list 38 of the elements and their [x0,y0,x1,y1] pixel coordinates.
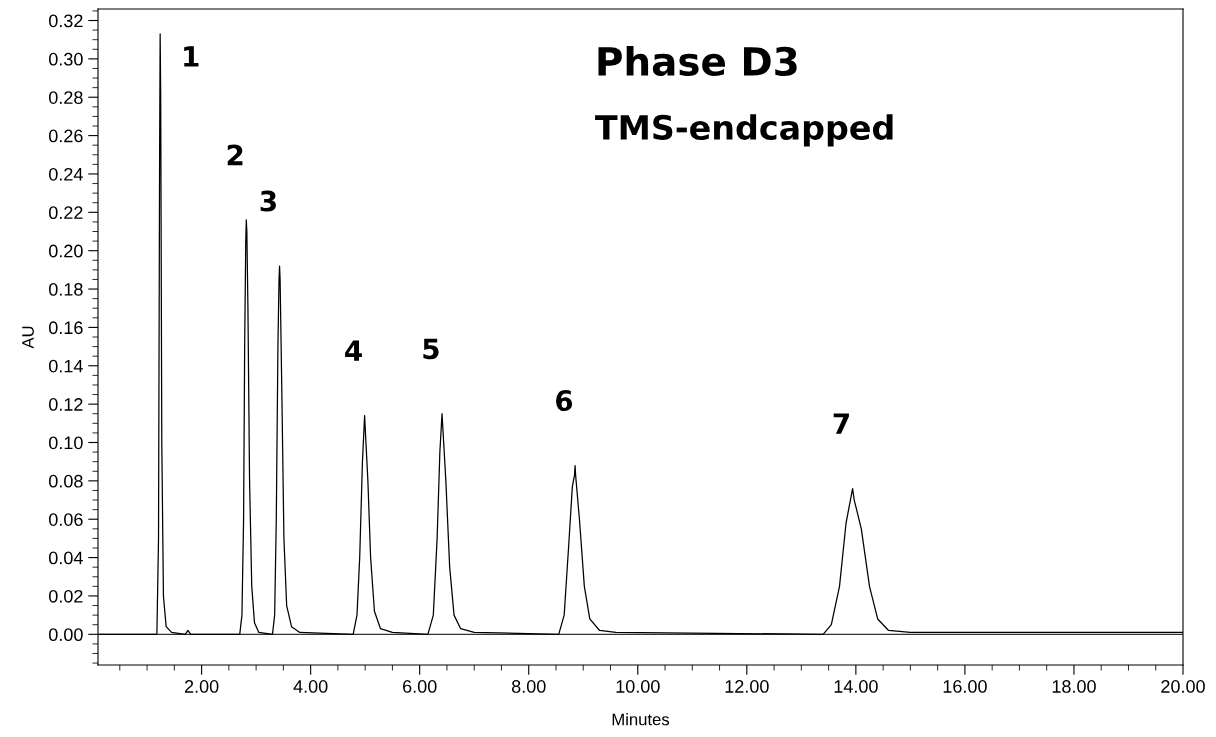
y-tick-label: 0.24 [48,167,83,181]
x-tick-label: 4.00 [293,680,328,693]
y-tick-label: 0.12 [48,398,83,411]
y-tick-label: 0.20 [48,244,83,258]
y-tick-label: 0.02 [48,589,83,603]
x-tick-label: 8.00 [511,680,546,693]
y-axis-title: AU [22,326,34,349]
annotation: 5 [423,338,439,360]
annotation: 7 [833,413,849,434]
x-tick-label: 12.00 [725,680,769,693]
y-tick-label: 0.28 [48,91,83,104]
annotation: 4 [345,340,362,361]
text: Phase D3 [598,45,797,77]
annotation: 2 [227,144,243,166]
x-tick-label: 18.00 [1052,680,1096,693]
annotation: 6 [556,390,573,412]
y-tick-label: 0.08 [48,474,83,488]
y-tick-label: 0.04 [48,551,83,565]
x-tick-label: 6.00 [403,680,437,693]
y-tick-label: 0.06 [48,513,83,526]
x-tick-label: 2.00 [184,680,219,693]
y-tick-label: 0.26 [48,129,83,143]
y-tick-label: 0.14 [48,359,83,373]
y-tick-label: 0.16 [48,321,83,335]
x-tick-label: 10.00 [616,680,660,693]
y-tick-label: 0.22 [48,206,83,220]
y-tick-label: 0.18 [48,282,83,296]
y-tick-label: 0.00 [48,628,83,642]
text: TMS-endcapped [595,114,893,147]
annotation: 3 [260,190,276,212]
y-tick-label: 0.32 [48,14,83,28]
x-tick-label: 16.00 [943,680,987,693]
x-tick-label: 20.00 [1161,680,1205,693]
x-axis-title: Minutes [612,713,670,726]
annotation: 1 [184,46,199,67]
y-tick-label: 0.30 [48,52,83,66]
y-tick-label: 0.10 [48,436,83,450]
x-tick-label: 14.00 [834,680,878,693]
